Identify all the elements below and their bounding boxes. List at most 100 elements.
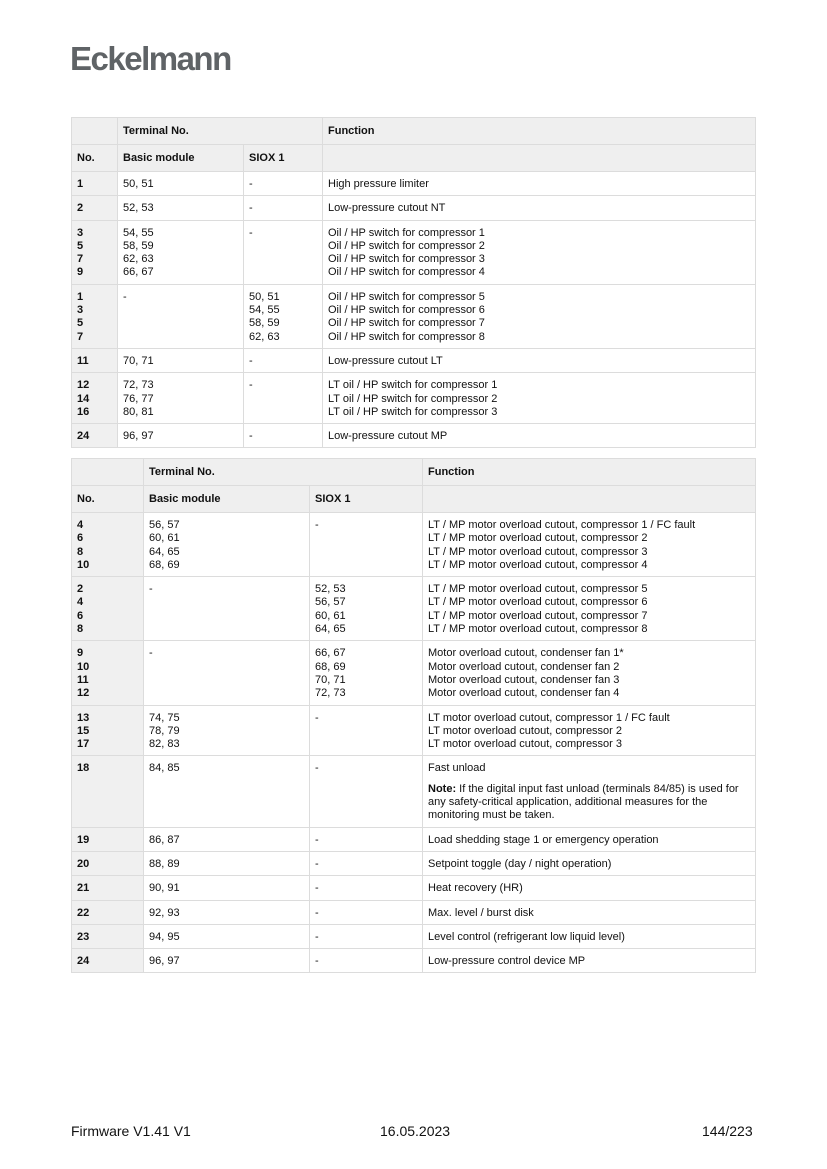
siox-terminals: - <box>243 423 323 449</box>
basic-module-terminals: 96, 97 <box>143 948 310 974</box>
basic-module-terminals: 74, 75 78, 79 82, 83 <box>143 704 310 757</box>
siox-terminals: - <box>309 511 423 578</box>
function-cell: Setpoint toggle (day / night operation) <box>422 850 756 877</box>
function-cell: Low-pressure control device MP <box>422 948 756 974</box>
header-row: Terminal No. Function <box>71 117 756 145</box>
row-number: 13 15 17 <box>71 704 144 757</box>
siox-terminals: 66, 67 68, 69 70, 71 72, 73 <box>309 640 423 706</box>
table-row: 19 86, 87- Load shedding stage 1 or emerge… <box>71 826 756 852</box>
terminal-table-1: Terminal No. Function No. Basic module S… <box>71 117 756 449</box>
siox-terminals: 50, 51 54, 55 58, 59 62, 63 <box>243 283 323 349</box>
table-row: 2 4 6 8-52, 53 56, 57 60, 61 64, 65 LT / … <box>71 576 756 642</box>
row-number: 2 <box>71 195 118 221</box>
row-number: 20 <box>71 850 144 877</box>
basic-module-terminals: - <box>143 576 310 642</box>
function-cell: Low-pressure cutout MP <box>322 423 756 449</box>
table-row: 11 70, 71- Low-pressure cutout LT <box>71 347 756 374</box>
function-text: Setpoint toggle (day / night operation) <box>428 857 612 870</box>
function-cell: LT motor overload cutout, compressor 1 /… <box>422 704 756 757</box>
function-text: High pressure limiter <box>328 178 429 190</box>
function-text: Oil / HP switch for compressor 5 Oil / H… <box>328 290 485 343</box>
siox-terminals: - <box>243 372 323 425</box>
table-row: 3 5 7 9 54, 55 58, 59 62, 63 66, 67- Oil /… <box>71 219 756 285</box>
function-cell: Oil / HP switch for compressor 5 Oil / H… <box>322 283 756 349</box>
header-basic-module: Basic module <box>143 485 310 513</box>
table-row: 24 96, 97- Low-pressure control device MP <box>71 948 756 974</box>
function-text: Oil / HP switch for compressor 1 Oil / H… <box>328 226 485 279</box>
function-cell: Low-pressure cutout LT <box>322 347 756 374</box>
siox-terminals: - <box>309 826 423 852</box>
siox-terminals: - <box>243 347 323 374</box>
table-row: 18 84, 85- Fast unload Note: If the digital… <box>71 755 756 828</box>
function-cell: Low-pressure cutout NT <box>322 195 756 221</box>
function-text: Load shedding stage 1 or emergency opera… <box>428 833 659 846</box>
note: Note: If the digital input fast unload (… <box>428 783 750 823</box>
basic-module-terminals: 96, 97 <box>117 423 244 449</box>
header-no: No. <box>71 144 118 172</box>
basic-module-terminals: 88, 89 <box>143 850 310 877</box>
header-cell-empty <box>422 485 756 513</box>
row-number: 23 <box>71 923 144 950</box>
table-row: 4 6 8 10 56, 57 60, 61 64, 65 68, 69- LT /… <box>71 511 756 578</box>
basic-module-terminals: 50, 51 <box>117 170 244 197</box>
table-row: 23 94, 95- Level control (refrigerant low … <box>71 923 756 950</box>
siox-terminals: - <box>309 899 423 925</box>
table-row: 9 10 11 12 -66, 67 68, 69 70, 71 72, 73 M… <box>71 640 756 706</box>
row-number: 1 3 5 7 <box>71 283 118 349</box>
basic-module-terminals: 52, 53 <box>117 195 244 221</box>
function-cell: LT / MP motor overload cutout, compresso… <box>422 576 756 642</box>
row-number: 21 <box>71 875 144 901</box>
function-text: Low-pressure cutout NT <box>328 202 446 215</box>
row-number: 18 <box>71 755 144 828</box>
siox-terminals: - <box>309 704 423 757</box>
function-text: Low-pressure control device MP <box>428 955 586 968</box>
table-row: 24 96, 97- Low-pressure cutout MP <box>71 423 756 449</box>
header-siox: SIOX 1 <box>243 144 323 172</box>
function-cell: Fast unload Note: If the digital input fa… <box>422 755 756 828</box>
subheader-row: No. Basic module SIOX 1 <box>71 485 756 513</box>
siox-terminals: - <box>243 170 323 197</box>
basic-module-terminals: - <box>143 640 310 706</box>
function-text: Heat recovery (HR) <box>428 882 523 895</box>
function-cell: Level control (refrigerant low liquid le… <box>422 923 756 950</box>
function-text: Max. level / burst disk <box>428 906 534 919</box>
header-terminal: Terminal No. <box>143 458 423 486</box>
basic-module-terminals: 70, 71 <box>117 347 244 374</box>
siox-terminals: - <box>309 923 423 950</box>
table-row: 1 50, 51- High pressure limiter <box>71 170 756 197</box>
footer-firmware: Firmware V1.41 V1 <box>71 1123 191 1139</box>
header-terminal: Terminal No. <box>117 117 323 145</box>
header-function: Function <box>322 117 756 145</box>
basic-module-terminals: - <box>117 283 244 349</box>
table-row: 1 3 5 7-50, 51 54, 55 58, 59 62, 63 Oil /… <box>71 283 756 349</box>
terminal-table-2: Terminal No. Function No. Basic module S… <box>71 458 756 974</box>
function-text: LT / MP motor overload cutout, compresso… <box>428 583 648 636</box>
function-text: LT motor overload cutout, compressor 1 /… <box>428 711 670 751</box>
siox-terminals: - <box>309 850 423 877</box>
siox-terminals: - <box>243 219 323 285</box>
siox-terminals: - <box>309 875 423 901</box>
header-cell-empty <box>71 117 118 145</box>
function-text: LT / MP motor overload cutout, compresso… <box>428 519 696 571</box>
siox-terminals: - <box>309 948 423 974</box>
function-text: Low-pressure cutout MP <box>328 430 448 443</box>
function-text: LT oil / HP switch for compressor 1 LT o… <box>328 379 498 418</box>
function-cell: Load shedding stage 1 or emergency opera… <box>422 826 756 852</box>
note-text: If the digital input fast unload (termin… <box>428 782 739 822</box>
siox-terminals: - <box>309 755 423 828</box>
row-number: 2 4 6 8 <box>71 576 144 642</box>
function-text: Fast unload <box>428 762 486 775</box>
siox-terminals: 52, 53 56, 57 60, 61 64, 65 <box>309 576 423 642</box>
basic-module-terminals: 92, 93 <box>143 899 310 925</box>
row-number: 4 6 8 10 <box>71 511 144 578</box>
header-cell-empty <box>322 144 756 172</box>
row-number: 24 <box>71 948 144 974</box>
basic-module-terminals: 90, 91 <box>143 875 310 901</box>
basic-module-terminals: 72, 73 76, 77 80, 81 <box>117 372 244 425</box>
table-row: 21 90, 91- Heat recovery (HR) <box>71 875 756 901</box>
row-number: 1 <box>71 170 118 197</box>
row-number: 3 5 7 9 <box>71 219 118 285</box>
row-number: 12 14 16 <box>71 372 118 425</box>
table-row: 2 52, 53- Low-pressure cutout NT <box>71 195 756 221</box>
function-cell: Heat recovery (HR) <box>422 875 756 901</box>
